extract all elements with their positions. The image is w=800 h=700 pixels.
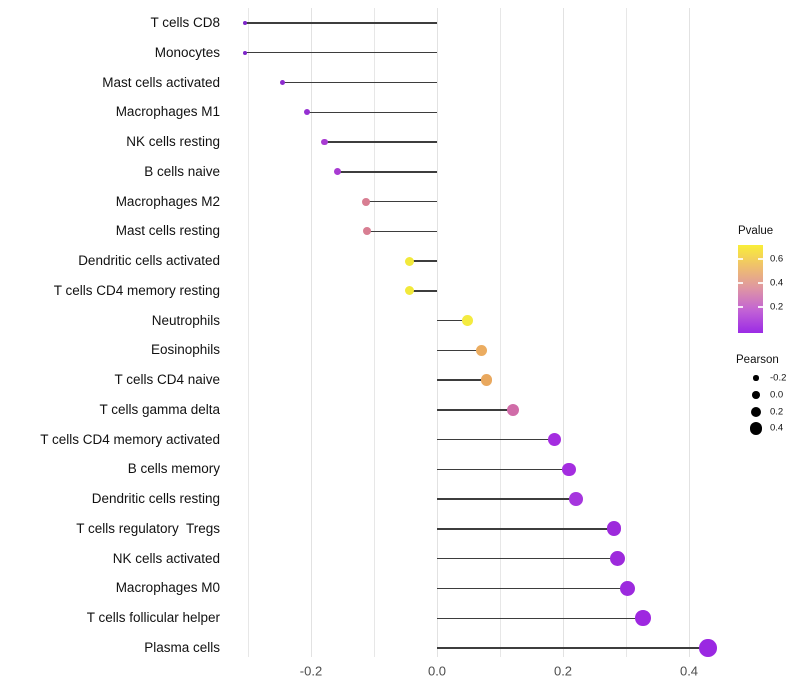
lollipop-stem — [437, 319, 468, 322]
pearson-legend-title: Pearson — [736, 354, 779, 366]
colorbar-tick — [758, 258, 763, 260]
pearson-size-label: 0.0 — [770, 389, 784, 401]
lollipop-stem — [244, 22, 437, 24]
lollipop-dot — [333, 168, 341, 176]
pearson-size-dot — [750, 406, 762, 417]
x-axis-tick-label: 0.2 — [553, 663, 573, 679]
lollipop-stem — [437, 409, 514, 411]
gridline — [625, 8, 627, 657]
y-axis-label: Eosinophils — [150, 342, 220, 358]
y-axis-label: Dendritic cells activated — [78, 253, 220, 269]
lollipop-stem — [365, 200, 437, 203]
lollipop-dot — [562, 462, 577, 477]
x-axis-tick-label: 0.4 — [679, 663, 699, 679]
lollipop-dot — [699, 639, 717, 657]
y-axis-label: T cells regulatory Tregs — [76, 520, 220, 536]
lollipop-dot — [404, 256, 414, 266]
y-axis-label: Monocytes — [154, 44, 220, 60]
pearson-size-dot — [752, 390, 760, 399]
lollipop-dot — [610, 551, 626, 567]
lollipop-dot — [619, 580, 635, 597]
y-axis-label: T cells CD4 memory activated — [40, 431, 220, 447]
y-axis-label: Mast cells resting — [115, 223, 220, 239]
lollipop-stem — [244, 52, 437, 54]
lollipop-stem — [409, 260, 437, 262]
lollipop-stem — [437, 528, 615, 530]
lollipop-dot — [279, 79, 286, 86]
colorbar-tick — [738, 258, 743, 260]
y-axis-label: B cells naive — [144, 163, 220, 179]
gridline — [373, 8, 375, 657]
lollipop-dot — [475, 344, 487, 356]
lollipop-dot — [363, 227, 372, 236]
y-axis-label: Mast cells activated — [102, 74, 220, 90]
gridline — [688, 8, 690, 657]
lollipop-dot — [569, 492, 584, 507]
pearson-size-label: 0.2 — [770, 406, 784, 418]
lollipop-dot — [481, 374, 493, 386]
pearson-size-label: 0.4 — [770, 422, 784, 434]
y-axis-label: T cells follicular helper — [86, 610, 220, 626]
lollipop-dot — [635, 610, 651, 627]
pearson-size-label: -0.2 — [770, 372, 787, 384]
y-axis-label: T cells CD4 memory resting — [53, 282, 220, 298]
lollipop-stem — [437, 498, 577, 500]
lollipop-stem — [437, 438, 555, 441]
lollipop-stem — [437, 558, 618, 560]
lollipop-stem — [437, 647, 708, 649]
y-axis-label: Macrophages M1 — [115, 104, 220, 120]
colorbar-tick — [738, 282, 743, 284]
y-axis-label: T cells CD8 — [150, 15, 220, 30]
colorbar-tick-label: 0.4 — [770, 277, 784, 289]
colorbar-tick-label: 0.2 — [770, 301, 784, 313]
pvalue-legend-title: Pvalue — [738, 225, 774, 237]
y-axis-label: Macrophages M0 — [115, 580, 220, 596]
lollipop-stem — [437, 587, 628, 590]
y-axis-label: Plasma cells — [144, 640, 220, 655]
colorbar-tick — [738, 306, 743, 308]
gridline — [499, 8, 501, 657]
lollipop-stem — [409, 290, 437, 292]
y-axis-label: T cells CD4 naive — [114, 372, 220, 388]
lollipop-dot — [361, 197, 370, 206]
lollipop-dot — [507, 403, 520, 416]
y-axis-label: B cells memory — [127, 461, 220, 477]
y-axis-label: Dendritic cells resting — [91, 491, 220, 507]
lollipop-stem — [324, 141, 437, 143]
lollipop-dot — [242, 20, 248, 26]
y-axis-label: NK cells resting — [126, 134, 220, 150]
gridline — [310, 8, 312, 657]
lollipop-stem — [437, 379, 487, 381]
pearson-size-dot — [749, 422, 763, 435]
lollipop-stem — [307, 111, 437, 113]
colorbar-tick — [758, 282, 763, 284]
lollipop-stem — [437, 349, 482, 352]
x-axis-tick-label: 0.0 — [427, 663, 447, 679]
lollipop-stem — [367, 230, 437, 233]
lollipop-stem — [437, 468, 570, 471]
pearson-size-dot — [753, 375, 759, 381]
lollipop-dot — [304, 109, 311, 116]
colorbar-tick-label: 0.6 — [770, 253, 784, 265]
lollipop-dot — [321, 138, 329, 146]
lollipop-dot — [405, 286, 415, 296]
gridline — [436, 8, 438, 657]
lollipop-dot — [548, 433, 562, 447]
y-axis-label: Macrophages M2 — [115, 193, 220, 209]
lollipop-dot — [242, 50, 248, 55]
y-axis-label: Neutrophils — [151, 312, 220, 328]
lollipop-stem — [337, 171, 437, 173]
gridline — [247, 8, 249, 657]
gridline — [562, 8, 564, 657]
x-axis-tick-label: -0.2 — [299, 663, 323, 679]
y-axis-label: NK cells activated — [112, 550, 220, 566]
y-axis-label: T cells gamma delta — [99, 401, 220, 417]
lollipop-stem — [437, 617, 643, 619]
colorbar-tick — [758, 306, 763, 308]
lollipop-dot — [461, 315, 473, 326]
lollipop-stem — [282, 81, 437, 84]
lollipop-dot — [606, 521, 622, 537]
